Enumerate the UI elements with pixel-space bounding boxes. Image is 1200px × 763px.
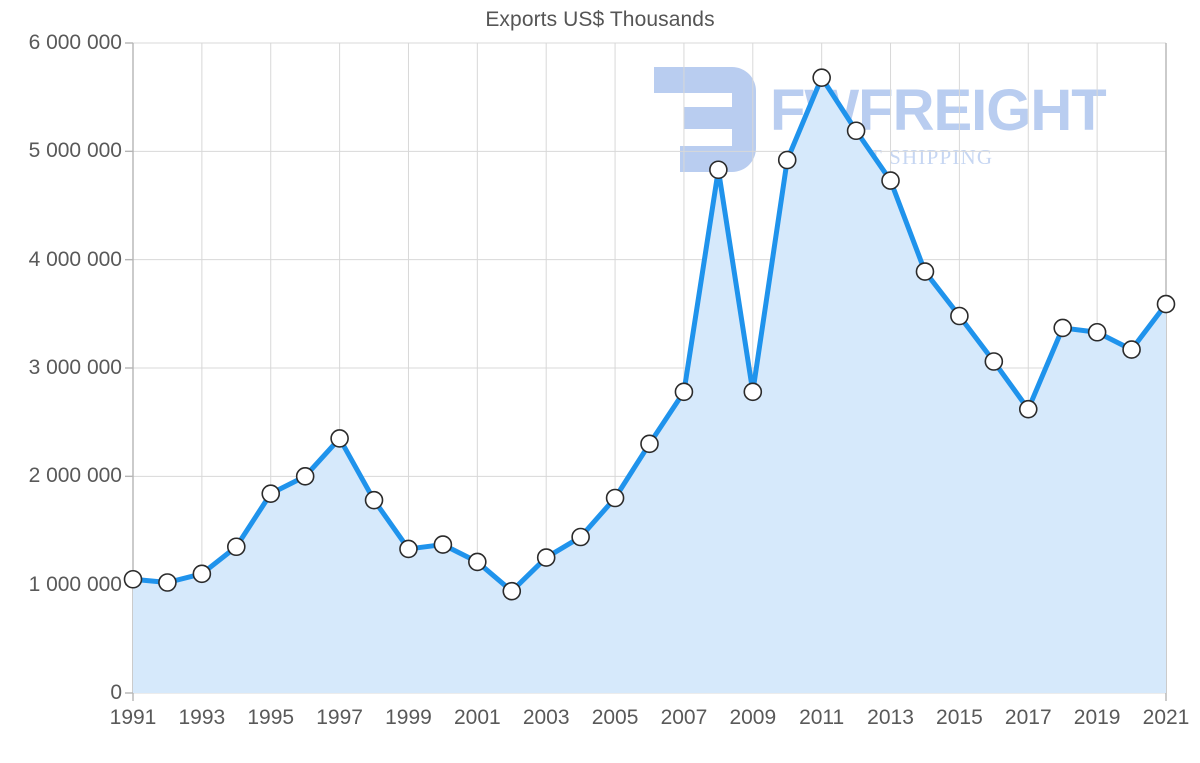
x-axis-tick-label: 2005: [591, 706, 639, 729]
x-axis-tick-label: 2009: [729, 706, 777, 729]
x-axis-tick-label: 2003: [522, 706, 570, 729]
x-axis-tick-label: 1997: [316, 706, 363, 729]
x-axis-tick-label: 1993: [178, 706, 226, 729]
y-axis-tick-label: 1 000 000: [28, 572, 122, 596]
x-axis-tick-label: 2011: [799, 706, 845, 729]
x-axis-tick-label: 2017: [1004, 706, 1052, 729]
x-axis-tick-label: 2019: [1073, 706, 1121, 729]
y-axis-tick-label: 0: [110, 681, 122, 704]
x-axis-tick-label: 2001: [453, 706, 501, 729]
x-axis-tick-label: 2015: [936, 706, 983, 729]
x-axis-tick-label: 1999: [385, 706, 432, 729]
x-axis-tick-label: 2013: [867, 706, 914, 729]
chart-title: Exports US$ Thousands: [485, 8, 715, 31]
x-axis-tick-label: 1991: [109, 706, 157, 729]
y-axis-tick-label: 5 000 000: [28, 139, 122, 163]
x-axis-tick-label: 2021: [1142, 706, 1190, 729]
x-axis-tick-label: 1995: [247, 706, 295, 729]
y-axis-tick-label: 4 000 000: [28, 247, 122, 271]
y-axis-tick-label: 2 000 000: [28, 464, 122, 488]
series-markers: [123, 68, 1176, 601]
y-axis-tick-label: 3 000 000: [28, 356, 122, 379]
y-axis-tick-label: 6 000 000: [28, 31, 122, 54]
x-axis-tick-label: 2007: [660, 706, 708, 729]
